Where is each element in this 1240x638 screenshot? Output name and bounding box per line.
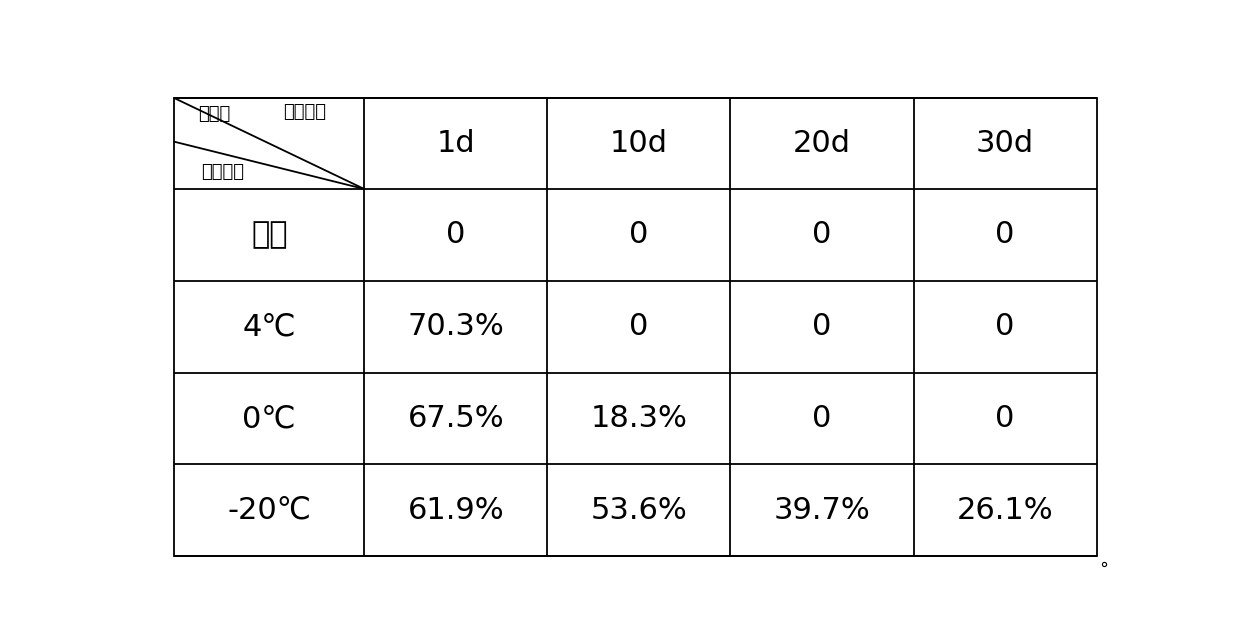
Text: 1d: 1d <box>436 129 475 158</box>
Text: 0: 0 <box>996 404 1014 433</box>
Text: 0: 0 <box>812 220 832 249</box>
Text: 0: 0 <box>629 220 649 249</box>
Text: 70.3%: 70.3% <box>408 312 505 341</box>
Text: 20d: 20d <box>794 129 851 158</box>
Text: 0: 0 <box>996 312 1014 341</box>
Text: 0: 0 <box>996 220 1014 249</box>
Text: 30d: 30d <box>976 129 1034 158</box>
Text: 储存时间: 储存时间 <box>283 103 326 121</box>
Text: 61.9%: 61.9% <box>408 496 505 525</box>
Text: 常温: 常温 <box>250 220 288 249</box>
Text: 萌发率: 萌发率 <box>198 105 231 122</box>
Text: 储存温度: 储存温度 <box>201 163 244 181</box>
Text: 53.6%: 53.6% <box>590 496 687 525</box>
Text: 0: 0 <box>629 312 649 341</box>
Text: 0: 0 <box>812 404 832 433</box>
Text: 67.5%: 67.5% <box>408 404 505 433</box>
Text: 4℃: 4℃ <box>243 312 296 341</box>
Text: 0: 0 <box>446 220 465 249</box>
Text: 0℃: 0℃ <box>243 404 296 433</box>
Text: 39.7%: 39.7% <box>774 496 870 525</box>
Text: 18.3%: 18.3% <box>590 404 687 433</box>
Text: 26.1%: 26.1% <box>957 496 1054 525</box>
Text: -20℃: -20℃ <box>227 496 311 525</box>
Text: 0: 0 <box>812 312 832 341</box>
Text: 10d: 10d <box>610 129 668 158</box>
